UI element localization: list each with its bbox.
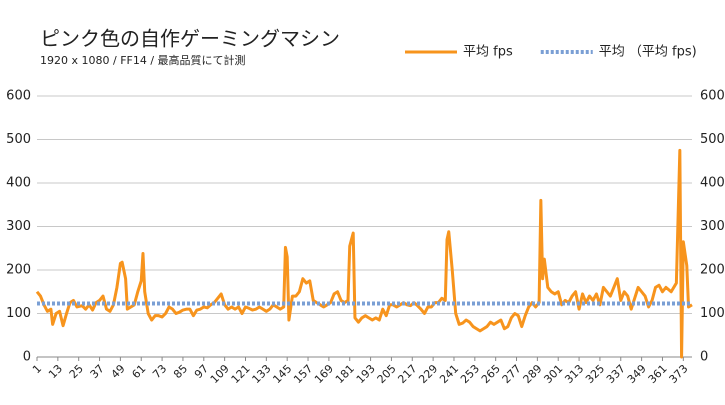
x-tick-label: 37 (88, 362, 107, 381)
chart-title: ピンク色の自作ゲーミングマシン (40, 27, 340, 51)
x-tick-label: 361 (646, 362, 670, 386)
x-tick-label: 73 (150, 362, 169, 381)
x-tick-label: 109 (208, 362, 232, 386)
y2-tick-label: 100 (700, 306, 725, 321)
x-tick-label: 85 (171, 362, 190, 381)
x-tick-label: 133 (250, 362, 274, 386)
x-tick-label: 253 (458, 362, 482, 386)
y2-tick-label: 600 (700, 89, 725, 104)
x-tick-label: 205 (375, 362, 399, 386)
x-tick-label: 121 (229, 362, 253, 386)
y-tick-label: 600 (6, 89, 31, 104)
x-tick-label: 13 (46, 362, 65, 381)
x-tick-label: 49 (109, 362, 128, 381)
x-tick-label: 145 (270, 362, 294, 386)
y-tick-label: 200 (6, 263, 31, 278)
y2-tick-label: 0 (700, 350, 708, 365)
series-line (35, 148, 693, 359)
y-tick-label: 0 (23, 350, 31, 365)
x-tick-label: 373 (667, 362, 691, 386)
x-tick-label: 265 (479, 362, 503, 386)
y-tick-label: 500 (6, 132, 31, 147)
x-tick-label: 289 (521, 362, 545, 386)
chart-subtitle: 1920 x 1080 / FF14 / 最高品質にて計測 (40, 53, 246, 67)
x-tick-label: 229 (416, 362, 440, 386)
y-tick-label: 400 (6, 176, 31, 191)
x-tick-label: 313 (562, 362, 586, 386)
x-tick-label: 277 (500, 362, 524, 386)
legend-label: 平均 （平均 fps) (599, 45, 697, 60)
x-tick-label: 193 (354, 362, 378, 386)
x-tick-label: 157 (291, 362, 315, 386)
x-tick-label: 337 (604, 362, 628, 386)
x-tick-label: 61 (129, 362, 148, 381)
y2-tick-label: 300 (700, 219, 725, 234)
x-tick-label: 241 (437, 362, 461, 386)
y2-tick-label: 400 (700, 176, 725, 191)
x-tick-label: 169 (312, 362, 336, 386)
x-tick-label: 325 (583, 362, 607, 386)
x-tick-label: 181 (333, 362, 357, 386)
y-tick-label: 300 (6, 219, 31, 234)
legend-label: 平均 fps (463, 45, 513, 60)
x-tick-label: 349 (625, 362, 649, 386)
x-tick-label: 301 (541, 362, 565, 386)
y-tick-label: 100 (6, 306, 31, 321)
x-tick-label: 217 (395, 362, 419, 386)
x-tick-label: 25 (67, 362, 86, 381)
x-tick-label: 1 (30, 362, 44, 376)
y2-tick-label: 500 (700, 132, 725, 147)
y2-tick-label: 200 (700, 263, 725, 278)
